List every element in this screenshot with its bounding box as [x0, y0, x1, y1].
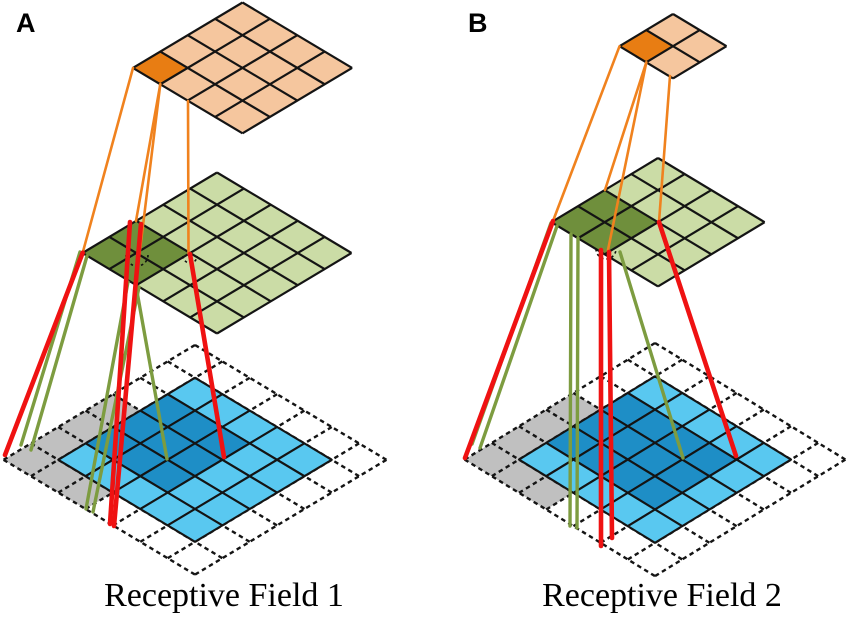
panel-a-letter: A [16, 8, 36, 38]
panel-b-caption: Receptive Field 2 [542, 577, 782, 614]
panel-a-caption: Receptive Field 1 [104, 577, 344, 614]
panel-b-letter: B [468, 8, 488, 38]
